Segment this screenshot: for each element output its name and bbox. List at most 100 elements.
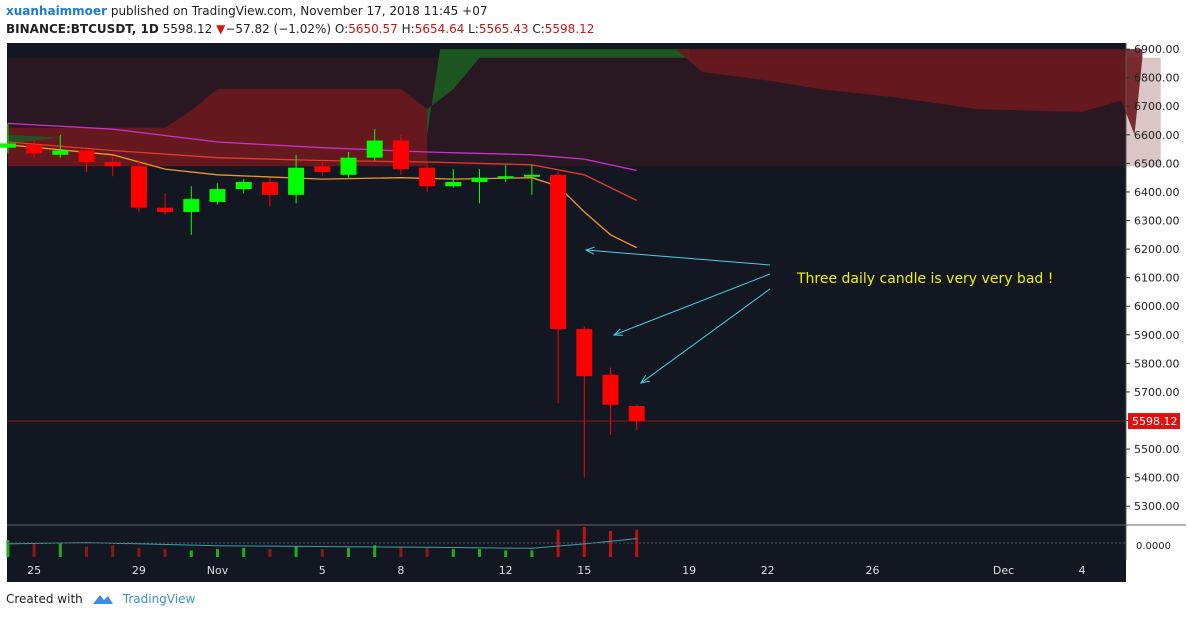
moving-average-red (7, 141, 637, 202)
annotation-text: Three daily candle is very very bad ! (796, 271, 1053, 287)
ichimoku-cloud-green-small (7, 134, 61, 144)
annotation-arrow-3 (640, 288, 771, 384)
time-tick-label: Dec (993, 564, 1014, 577)
volume-bar (58, 542, 62, 557)
time-tick-label: 5 (319, 564, 326, 577)
candle-body (235, 181, 252, 190)
tradingview-logo-icon (92, 595, 113, 604)
published-text: published on TradingView.com, November 1… (110, 4, 488, 18)
time-tick-label: Nov (207, 564, 229, 577)
candle-body (261, 181, 278, 195)
volume-bar (451, 549, 455, 557)
annotation-arrow-2-head (612, 328, 624, 336)
ichimoku-cloud-red-right (676, 49, 1143, 135)
price-tick-label: 5800.00 (1134, 357, 1180, 370)
volume-bar (6, 540, 10, 557)
created-with-text: Created with (6, 592, 83, 606)
volume-bar (347, 547, 350, 557)
low-label: L: (468, 22, 479, 36)
time-tick-label: 25 (27, 564, 41, 577)
price-chart[interactable]: 6900.00 6800.00 6700.00 6600.00 6500.00 6400.… (0, 40, 1188, 582)
volume-bar (294, 546, 298, 557)
publish-line: xuanhaimmoer published on TradingView.co… (6, 4, 487, 18)
last-price-tag (1128, 413, 1180, 430)
annotation-arrow-2 (613, 273, 771, 336)
candle-body (497, 176, 514, 179)
candle-body (157, 207, 174, 212)
time-tick-label: 15 (577, 564, 591, 577)
volume-bar (111, 545, 115, 557)
open-label: O: (334, 22, 349, 36)
volume-bar (32, 543, 36, 557)
candle-body (340, 157, 357, 175)
candle-body (576, 329, 593, 377)
price-tick-label: 6600.00 (1134, 129, 1180, 142)
candle-body (471, 177, 488, 182)
last-price-tag-label: 5598.12 (1132, 415, 1178, 428)
price-tick-label: 6500.00 (1134, 157, 1180, 170)
candle-body (550, 174, 567, 330)
volume-axis-label: 0.0000 (1136, 541, 1171, 552)
time-tick-label: 12 (499, 564, 513, 577)
candle-body (183, 199, 200, 212)
candle-body (288, 167, 305, 195)
price-tick-label: 6300.00 (1134, 215, 1180, 228)
close-label: C: (532, 22, 545, 36)
time-tick-label: 19 (682, 564, 696, 577)
price-tick-label: 6100.00 (1134, 272, 1180, 285)
ichimoku-cloud-green (427, 49, 690, 135)
volume-bar (189, 550, 193, 557)
candle-body (26, 144, 43, 154)
annotation-arrow-1-head (584, 246, 595, 255)
low-value: 5565.43 (478, 22, 529, 36)
price-tick-label: 6700.00 (1134, 100, 1180, 113)
volume-bar (609, 530, 612, 557)
volume-bar (556, 529, 560, 557)
volume-moving-average (7, 538, 637, 549)
price-tick-label: 6900.00 (1134, 43, 1180, 56)
candle-body (628, 406, 645, 422)
volume-bar (399, 546, 403, 557)
price-change: −57.82 (−1.02%) (225, 22, 332, 36)
volume-bar (478, 549, 481, 557)
price-tick-label: 5500.00 (1134, 443, 1180, 456)
price-tick-label: 6800.00 (1134, 72, 1180, 85)
volume-bar (85, 546, 88, 557)
volume-bar (242, 547, 246, 557)
candle-body (366, 140, 383, 158)
price-tick-label: 5700.00 (1134, 386, 1180, 399)
footer: Created with TradingView (6, 592, 195, 606)
time-tick-label: 22 (761, 564, 775, 577)
high-label: H: (401, 22, 415, 36)
price-tick-label: 6200.00 (1134, 243, 1180, 256)
price-tick-label: 5900.00 (1134, 329, 1180, 342)
volume-bar (425, 547, 429, 557)
candle-body (104, 161, 121, 167)
candle-body (130, 166, 147, 208)
down-arrow-icon: ▼ (216, 22, 226, 36)
volume-bar (320, 549, 324, 557)
candle-body (0, 143, 16, 148)
time-tick-label: 8 (397, 564, 404, 577)
open-value: 5650.57 (348, 22, 398, 36)
annotation-arrow-1 (585, 249, 771, 266)
high-value: 5654.64 (414, 22, 465, 36)
price-tick-label: 5300.00 (1134, 500, 1180, 513)
time-tick-label: 4 (1079, 564, 1086, 577)
candle-body (52, 150, 69, 155)
volume-bar (530, 550, 534, 557)
time-tick-label: 29 (132, 564, 146, 577)
candle-body (602, 374, 619, 405)
price-axis-background (1126, 43, 1181, 560)
symbol-label: BINANCE:BTCUSDT, 1D (6, 22, 159, 36)
last-price: 5598.12 (162, 22, 213, 36)
time-tick-label: 26 (866, 564, 880, 577)
tradingview-brand[interactable]: TradingView (122, 592, 196, 606)
candle-body (445, 181, 462, 187)
volume-bar (163, 549, 167, 557)
volume-bar (504, 550, 508, 557)
candle-body (314, 166, 331, 172)
volume-bar (268, 549, 272, 557)
author-name[interactable]: xuanhaimmoer (6, 4, 107, 18)
candle-body (523, 174, 540, 177)
